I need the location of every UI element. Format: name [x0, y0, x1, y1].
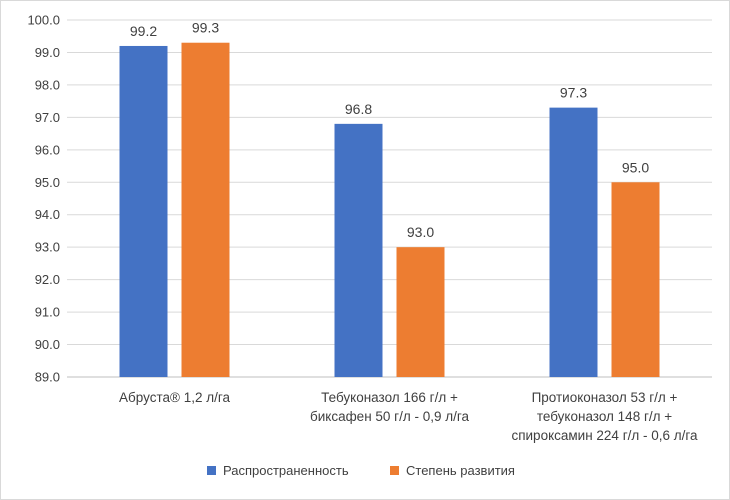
y-tick-label: 98.0 [35, 77, 60, 92]
data-label: 95.0 [622, 159, 649, 175]
bar-severity [611, 182, 660, 377]
bar-severity [181, 42, 230, 378]
data-label: 93.0 [407, 224, 434, 240]
bar-prevalence [549, 107, 598, 378]
category-label: биксафен 50 г/л - 0,9 л/га [310, 409, 469, 424]
data-label: 96.8 [345, 101, 372, 117]
bar-prevalence [119, 45, 168, 378]
y-tick-label: 100.0 [27, 13, 60, 28]
y-tick-label: 90.0 [35, 337, 60, 352]
data-label: 99.2 [130, 23, 157, 39]
y-tick-label: 89.0 [35, 370, 60, 385]
legend-swatch-prevalence [207, 466, 216, 475]
y-tick-label: 92.0 [35, 272, 60, 287]
data-label: 99.3 [192, 20, 219, 36]
y-tick-label: 94.0 [35, 207, 60, 222]
legend-label-severity: Степень развития [406, 463, 515, 478]
category-label: Протиоконазол 53 г/л + [532, 390, 678, 405]
y-tick-label: 95.0 [35, 175, 60, 190]
legend-swatch-severity [390, 466, 399, 475]
bar-severity [396, 247, 445, 377]
category-label: Абруста® 1,2 л/га [119, 390, 230, 405]
y-tick-label: 91.0 [35, 305, 60, 320]
data-label: 97.3 [560, 85, 587, 101]
y-tick-label: 99.0 [35, 45, 60, 60]
bar-prevalence [334, 123, 383, 377]
y-tick-label: 93.0 [35, 240, 60, 255]
category-label: Тебуконазол 166 г/л + [321, 390, 458, 405]
y-tick-label: 96.0 [35, 142, 60, 157]
legend-label-prevalence: Распространенность [223, 463, 349, 478]
category-label: спироксамин 224 г/л - 0,6 л/га [511, 428, 698, 443]
category-label: тебуконазол 148 г/л + [537, 409, 672, 424]
y-tick-label: 97.0 [35, 110, 60, 125]
